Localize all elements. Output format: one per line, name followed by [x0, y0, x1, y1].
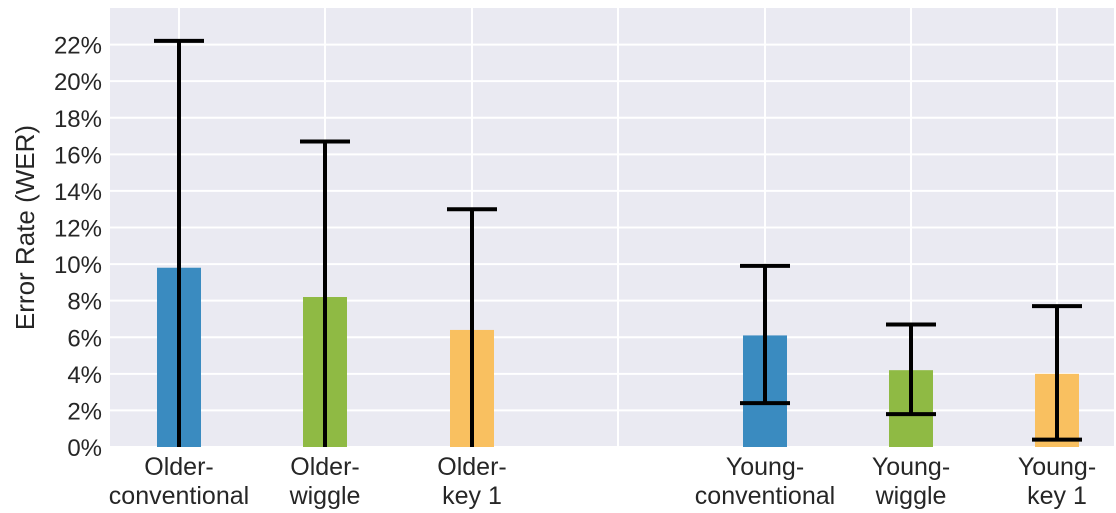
- y-tick-labels: 0% 2% 4% 6% 8% 10% 12% 14% 16% 18% 20% 22%: [54, 33, 102, 462]
- y-tick-label: 10%: [54, 252, 102, 279]
- category-label-line2: wiggle: [289, 482, 361, 510]
- y-tick-label: 20%: [54, 69, 102, 96]
- y-tick-label: 4%: [67, 362, 102, 389]
- category-label-line1: Older-: [290, 453, 359, 481]
- y-tick-label: 16%: [54, 142, 102, 169]
- category-labels: Older-conventionalOlder-wiggleOlder-key …: [109, 453, 1096, 510]
- category-label-line2: key 1: [1027, 482, 1087, 510]
- error-bars: [154, 38, 1082, 447]
- y-tick-label: 22%: [54, 33, 102, 60]
- y-tick-label: 8%: [67, 289, 102, 316]
- category-label-line1: Young-: [872, 453, 950, 481]
- category-label-line2: wiggle: [875, 482, 947, 510]
- category-label-line2: conventional: [109, 482, 249, 510]
- category-label-line2: conventional: [695, 482, 835, 510]
- category-label-line2: key 1: [442, 482, 502, 510]
- y-tick-label: 18%: [54, 106, 102, 133]
- y-tick-label: 2%: [67, 398, 102, 425]
- y-tick-label: 6%: [67, 325, 102, 352]
- y-tick-label: 12%: [54, 216, 102, 243]
- y-tick-label: 0%: [67, 435, 102, 462]
- y-axis-label: Error Rate (WER): [10, 125, 40, 330]
- y-tick-label: 14%: [54, 179, 102, 206]
- category-label-line1: Young-: [726, 453, 804, 481]
- category-label-line1: Older-: [144, 453, 213, 481]
- category-label-line1: Young-: [1018, 453, 1096, 481]
- category-label-line1: Older-: [437, 453, 506, 481]
